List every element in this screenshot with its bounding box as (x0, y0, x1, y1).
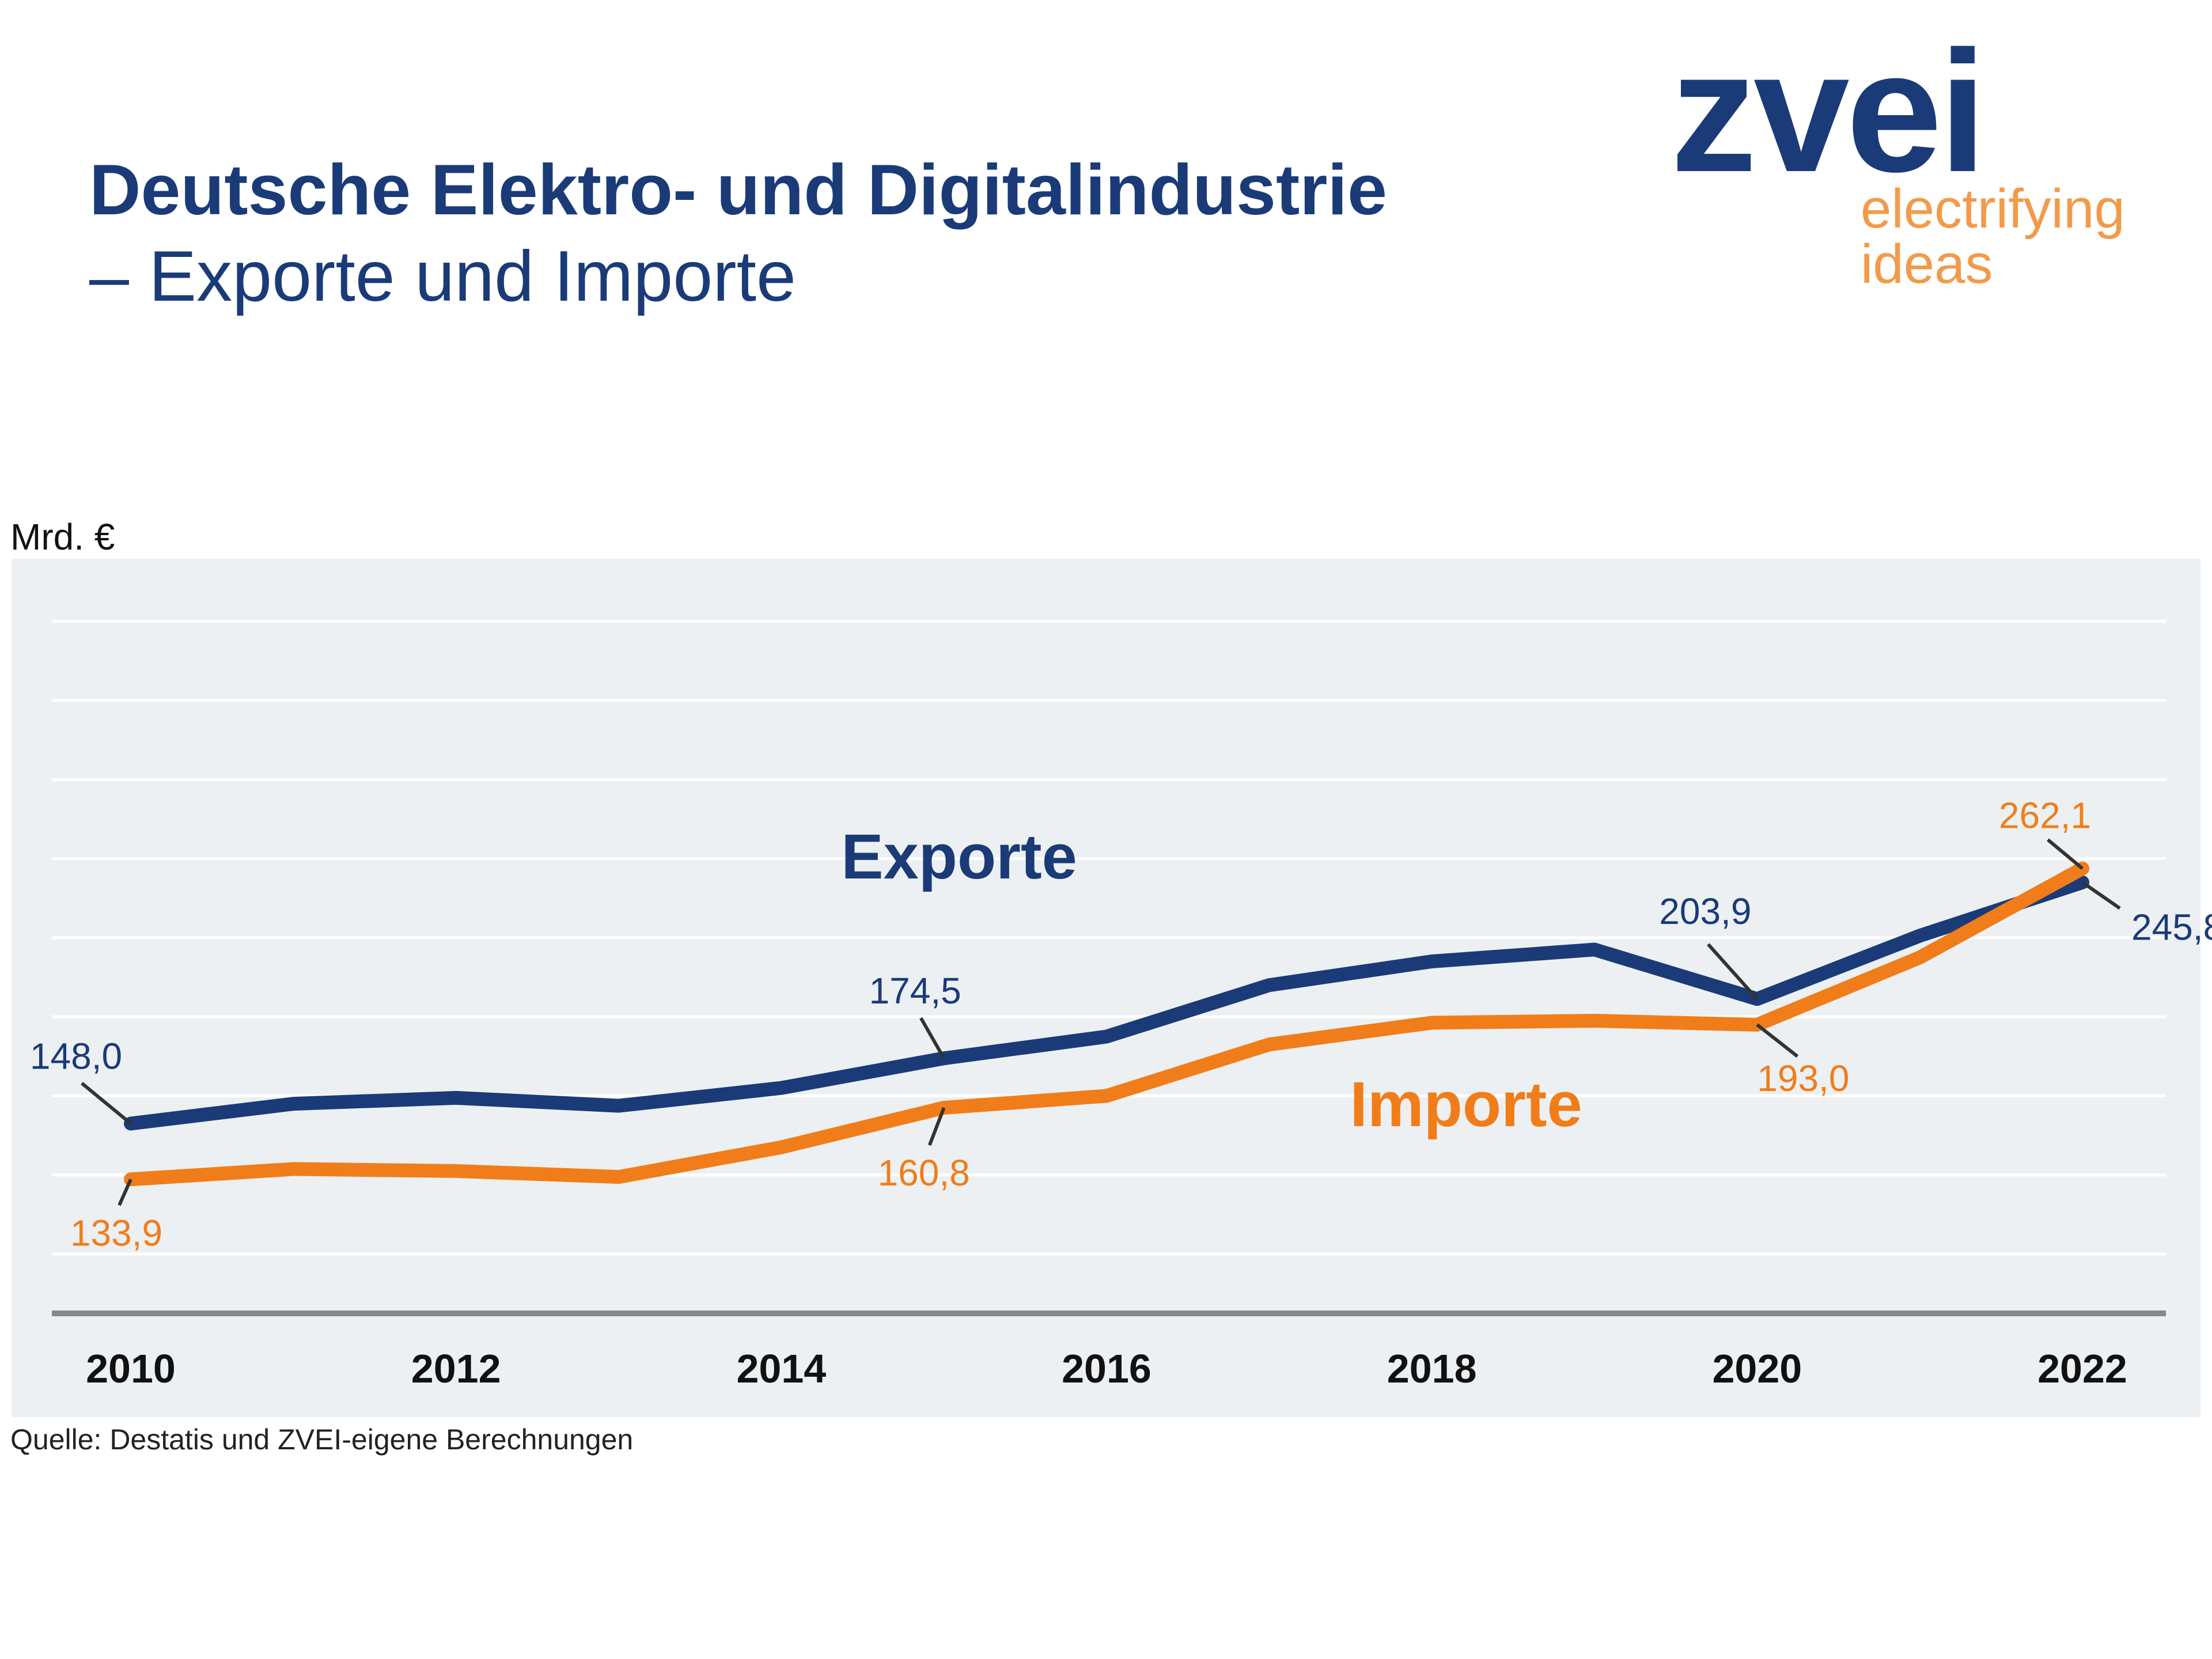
data-label-importe: 160,8 (878, 1152, 970, 1194)
x-tick-label: 2016 (1062, 1346, 1152, 1391)
logo-brand: zvei (1671, 14, 1987, 208)
logo-tagline-line-2: ideas (1861, 233, 1993, 295)
x-tick-label: 2020 (1712, 1346, 1802, 1391)
zvei-logo: zvei electrifying ideas (1671, 12, 2166, 292)
data-label-leaders (81, 838, 2121, 1206)
data-label-leader (919, 1017, 946, 1059)
data-label-exporte: 148,0 (30, 1035, 122, 1077)
title-line-1: Deutsche Elektro- und Digitalindustrie (89, 150, 1387, 230)
logo-tagline: electrifying ideas (1861, 181, 2125, 292)
x-axis-ticks: 2010 2012 2014 2016 2018 2020 2022 (86, 1346, 2127, 1391)
data-label-leader (2081, 881, 2121, 910)
x-tick-label: 2018 (1387, 1346, 1477, 1391)
data-label-importe: 193,0 (1757, 1058, 1849, 1099)
plot-background (12, 559, 2200, 1417)
data-label-exporte: 174,5 (869, 970, 961, 1012)
source-note: Quelle: Destatis und ZVEI-eigene Berechn… (10, 1423, 634, 1456)
data-label-exporte: 245,8 (2131, 907, 2212, 948)
data-label-importe: 133,9 (70, 1212, 162, 1253)
data-labels: 148,0 174,5 203,9 245,8 133,9 160,8 193,0 262,1 (30, 795, 2212, 1254)
data-label-leader (2047, 838, 2084, 870)
series-name-exporte: Exporte (841, 821, 1077, 892)
x-tick-label: 2012 (411, 1346, 501, 1391)
logo-tagline-line-1: electrifying (1861, 178, 2125, 240)
data-label-leader (927, 1107, 946, 1146)
data-label-leader (1707, 943, 1759, 1001)
page-title: Deutsche Elektro- und Digitalindustrie –… (89, 147, 1387, 320)
data-label-importe: 262,1 (1999, 795, 2091, 836)
y-axis-unit-label: Mrd. € (10, 516, 115, 558)
data-label-exporte: 203,9 (1659, 891, 1751, 932)
x-tick-label: 2010 (86, 1346, 176, 1391)
series-name-labels: Exporte Importe (841, 821, 1582, 1140)
data-label-leader (81, 1082, 132, 1125)
x-tick-label: 2014 (736, 1346, 826, 1391)
x-tick-label: 2022 (2037, 1346, 2127, 1391)
title-line-2: – Exporte und Importe (89, 237, 796, 316)
data-label-leader (118, 1179, 132, 1206)
series-name-importe: Importe (1350, 1069, 1582, 1140)
data-label-leader (1756, 1023, 1799, 1058)
